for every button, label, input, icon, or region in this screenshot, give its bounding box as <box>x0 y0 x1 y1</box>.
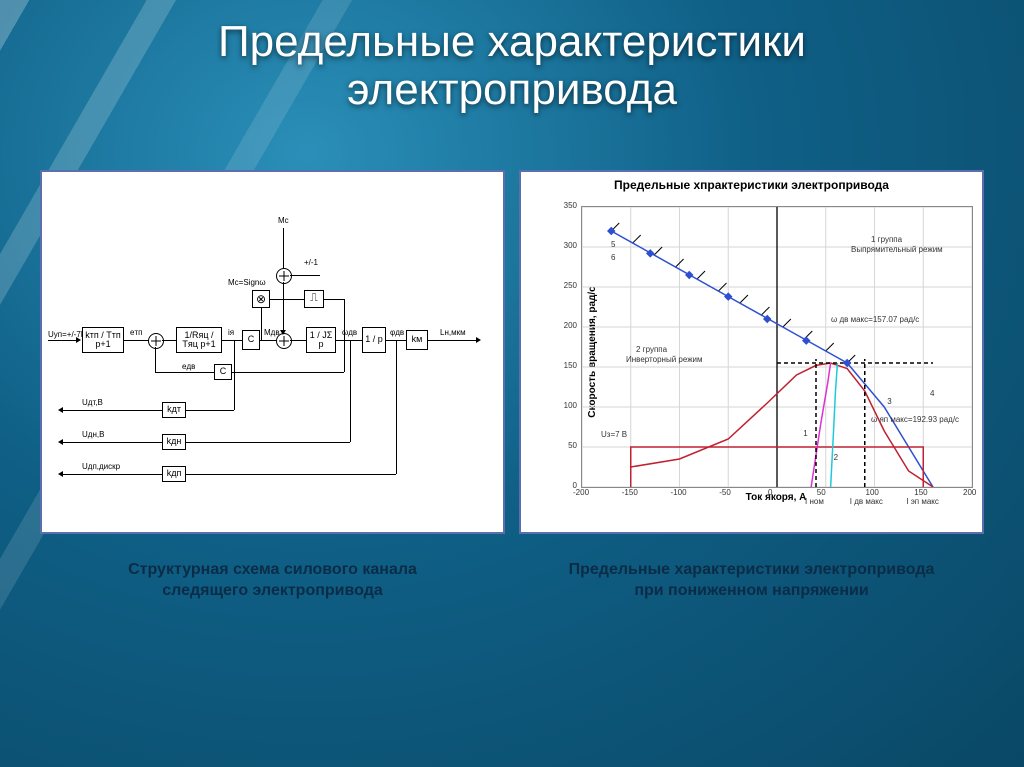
limit-chart: Предельные хпрактеристики электропривода… <box>521 172 982 532</box>
wire <box>428 340 478 341</box>
block-1p: 1 / p <box>362 327 386 353</box>
wire <box>155 372 214 373</box>
block-c: C <box>242 330 260 350</box>
caption-left: Структурная схема силового канала следящ… <box>40 560 505 602</box>
wire <box>283 282 284 332</box>
label-mcsign: Mс=Signω <box>228 278 266 287</box>
label-udt: Uдт,В <box>82 398 103 407</box>
wire <box>261 308 262 340</box>
block-mult: ⊗ <box>252 290 270 308</box>
captions-row: Структурная схема силового канала следящ… <box>40 560 984 602</box>
arrow-icon <box>58 407 63 413</box>
wire <box>124 340 148 341</box>
label-lh: Lн,мкм <box>440 328 466 337</box>
label-pm1: +/-1 <box>304 258 318 267</box>
label-phidv: φдв <box>390 328 404 337</box>
wire <box>283 228 284 268</box>
panel-block-diagram: Uуп=+/-7В kтп / Tтп p+1 eтп 1/Rяц / Tяц … <box>40 170 505 534</box>
wire <box>62 474 162 475</box>
wire <box>162 340 176 341</box>
arrow-icon <box>58 471 63 477</box>
block-step: ⎍ <box>304 290 324 308</box>
wire <box>155 347 156 372</box>
block-cfb: C <box>214 364 232 380</box>
block-ryc: 1/Rяц / Tяц p+1 <box>176 327 222 353</box>
block-diagram: Uуп=+/-7В kтп / Tтп p+1 eтп 1/Rяц / Tяц … <box>42 172 503 532</box>
wire <box>290 340 306 341</box>
block-kdp: kдп <box>162 466 186 482</box>
block-jp: 1 / JΣ p <box>306 327 336 353</box>
caption-left-l2: следящего электропривода <box>162 582 383 599</box>
title-line-1: Предельные характеристики <box>218 17 806 66</box>
label-mc: Mс <box>278 216 289 225</box>
wire <box>62 442 162 443</box>
label-ia: iя <box>228 328 234 337</box>
wire <box>396 340 397 474</box>
wire <box>344 299 345 340</box>
wire <box>62 410 162 411</box>
wire <box>234 340 235 410</box>
slide: Предельные характеристики электропривода… <box>0 0 1024 767</box>
arrow-icon <box>476 337 481 343</box>
summing-junction <box>276 333 292 349</box>
panel-chart: Предельные хпрактеристики электропривода… <box>519 170 984 534</box>
wire <box>232 372 344 373</box>
wire <box>290 275 320 276</box>
block-kdt: kдт <box>162 402 186 418</box>
label-udp: Uдп,дискр <box>82 462 120 471</box>
arrow-icon <box>58 439 63 445</box>
block-tp: kтп / Tтп p+1 <box>82 327 124 353</box>
page-title: Предельные характеристики электропривода <box>0 18 1024 115</box>
wire <box>186 410 234 411</box>
title-line-2: электропривода <box>347 65 677 114</box>
arrow-icon <box>76 337 81 343</box>
block-kdn: kдн <box>162 434 186 450</box>
chart-title: Предельные хпрактеристики электропривода <box>521 178 982 192</box>
label-edv: eдв <box>182 362 195 371</box>
label-udn: Uдн,В <box>82 430 104 439</box>
wire <box>336 340 362 341</box>
wire <box>270 299 304 300</box>
label-etp: eтп <box>130 328 142 337</box>
panels-row: Uуп=+/-7В kтп / Tтп p+1 eтп 1/Rяц / Tяц … <box>40 170 984 534</box>
caption-right-l1: Предельные характеристики электропривода <box>569 561 935 578</box>
caption-left-l1: Структурная схема силового канала <box>128 561 417 578</box>
wire <box>48 340 78 341</box>
summing-junction <box>148 333 164 349</box>
block-km: kм <box>406 330 428 350</box>
wire <box>260 340 276 341</box>
arrow-icon <box>280 330 286 335</box>
wire <box>344 340 345 372</box>
summing-junction <box>276 268 292 284</box>
wire <box>222 340 242 341</box>
wire <box>186 474 396 475</box>
caption-right-l2: при пониженном напряжении <box>634 582 868 599</box>
wire <box>324 299 344 300</box>
wire <box>350 340 351 442</box>
caption-right: Предельные характеристики электропривода… <box>519 560 984 602</box>
wire <box>186 442 350 443</box>
